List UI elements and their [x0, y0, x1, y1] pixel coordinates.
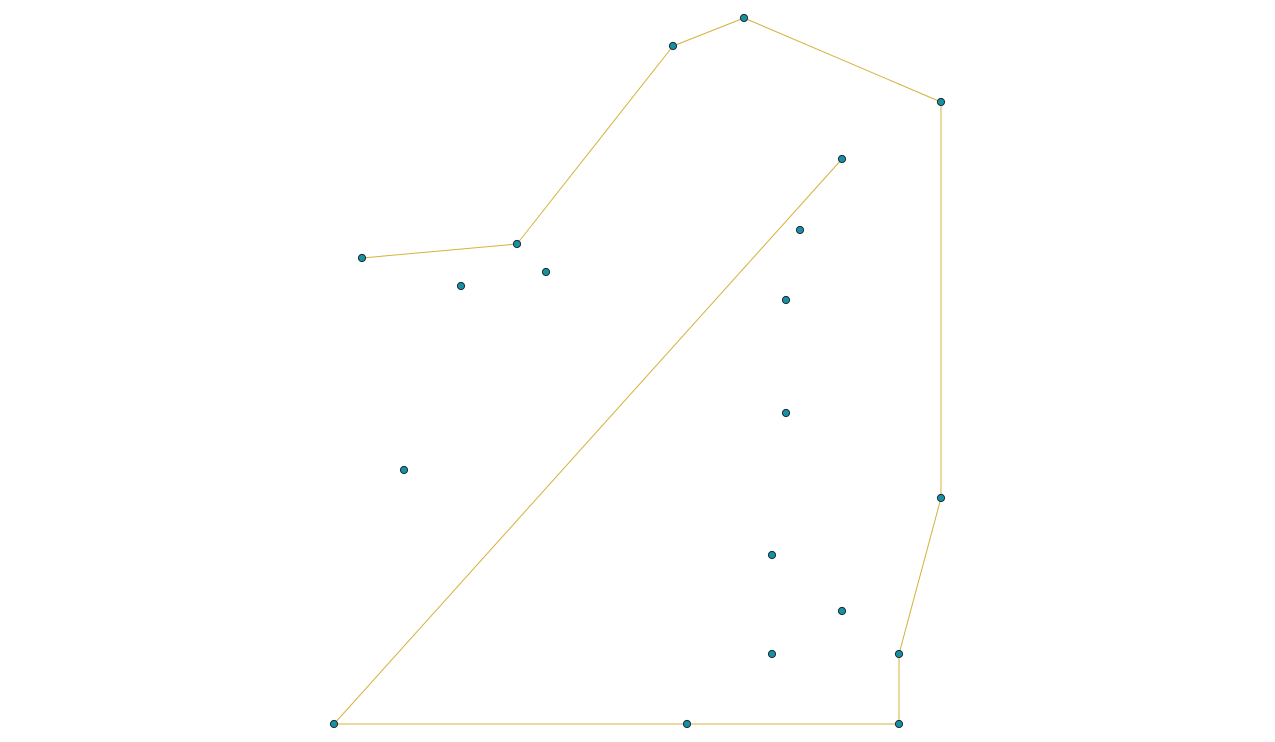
node-n5 [936, 97, 946, 107]
node-n6 [936, 493, 946, 503]
node-n8 [894, 719, 904, 729]
node-n2 [512, 239, 522, 249]
node-n13 [541, 267, 551, 277]
nodes-layer [329, 13, 946, 729]
node-n20 [767, 649, 777, 659]
node-n11 [837, 154, 847, 164]
node-n14 [456, 281, 466, 291]
node-n12 [795, 225, 805, 235]
edge-n6-n7 [898, 497, 942, 655]
edges-layer [333, 17, 942, 725]
node-n1 [357, 253, 367, 263]
node-n15 [781, 295, 791, 305]
edge-n10-n11 [333, 158, 843, 725]
node-n10 [329, 719, 339, 729]
edge-n4-n5 [743, 17, 942, 103]
node-n16 [781, 408, 791, 418]
node-n3 [668, 41, 678, 51]
edge-n2-n3 [516, 45, 674, 245]
node-n7 [894, 649, 904, 659]
node-n9 [682, 719, 692, 729]
node-n18 [767, 550, 777, 560]
edge-n3-n4 [672, 17, 745, 47]
edge-n1-n2 [361, 243, 518, 259]
node-n4 [739, 13, 749, 23]
node-n17 [399, 465, 409, 475]
node-n19 [837, 606, 847, 616]
